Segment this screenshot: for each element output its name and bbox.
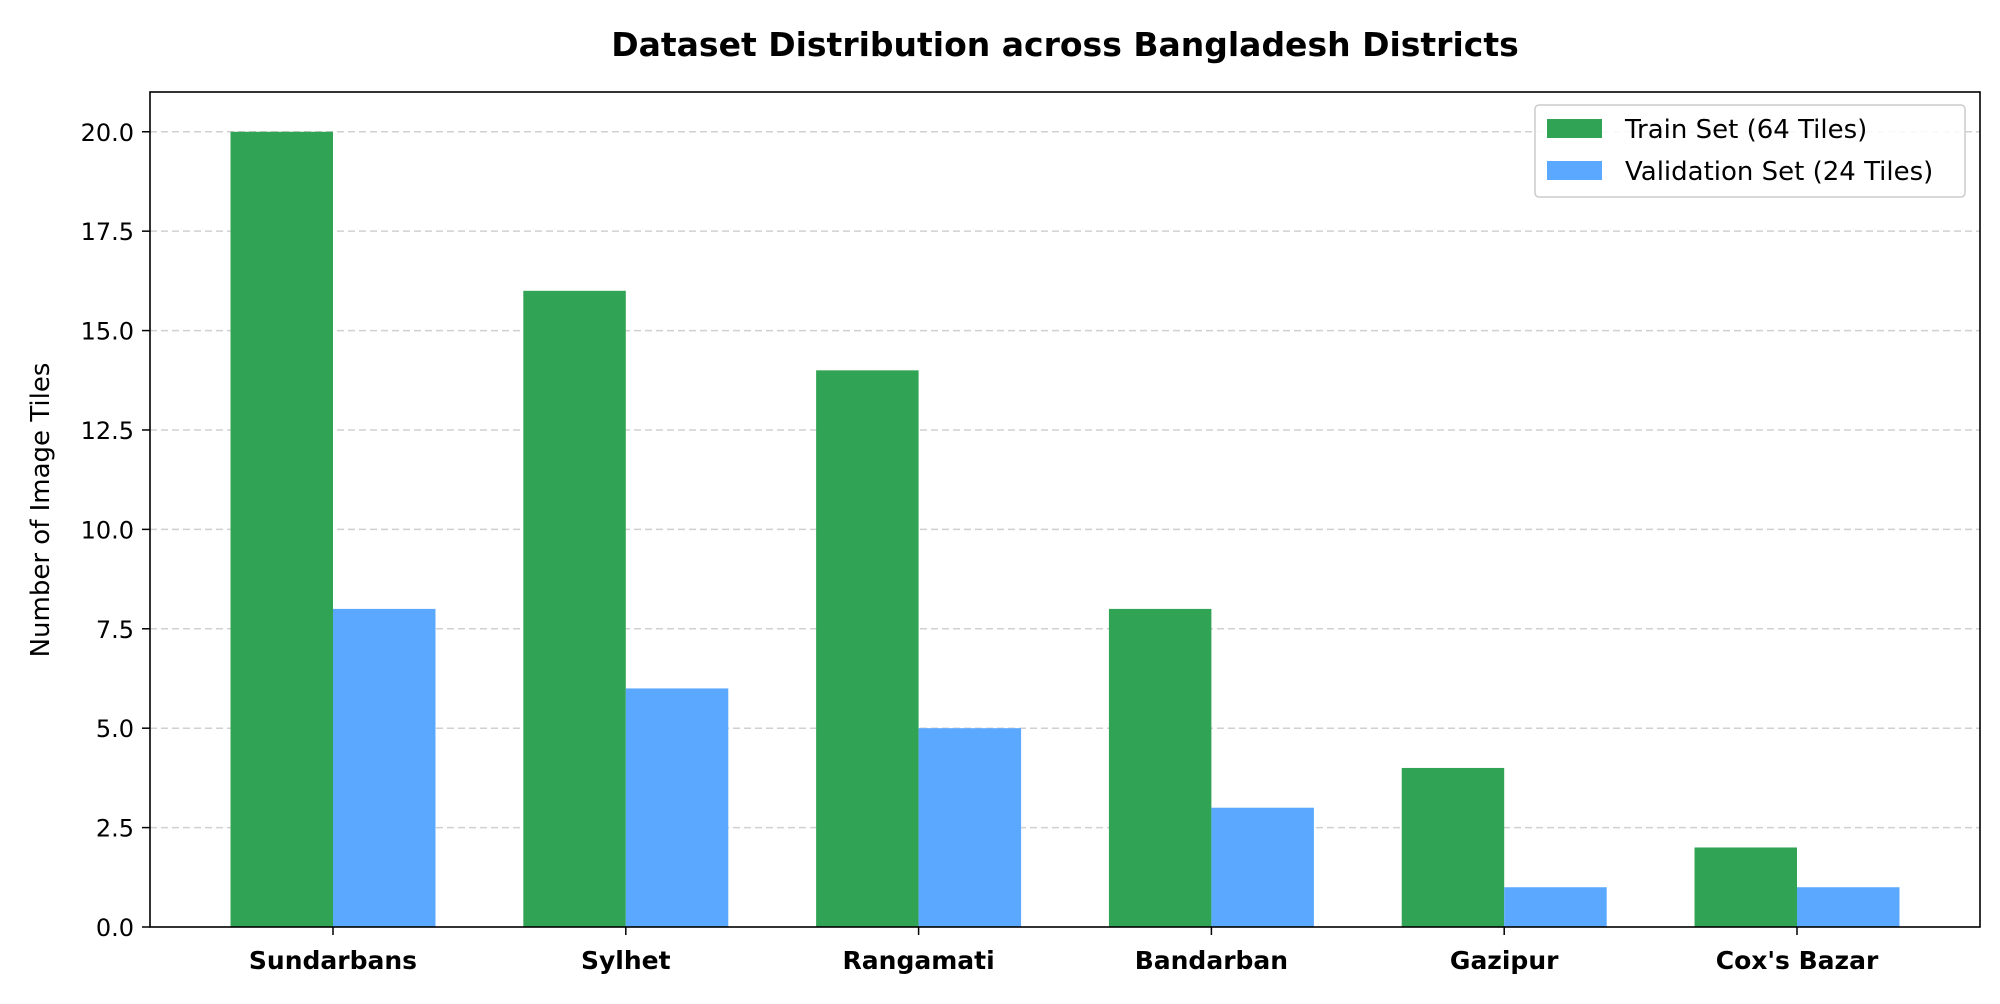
- legend-label-train: Train Set (64 Tiles): [1624, 115, 1867, 145]
- y-tick-label: 15.0: [81, 318, 134, 346]
- validation-bar-5: [1797, 887, 1900, 927]
- legend-swatch-validation: [1547, 161, 1602, 180]
- train-bar-1: [523, 290, 626, 927]
- legend-swatch-train: [1547, 119, 1602, 138]
- legend: Train Set (64 Tiles) Validation Set (24 …: [1534, 104, 1966, 198]
- y-tick-label: 5.0: [96, 715, 134, 743]
- y-tick-label: 20.0: [81, 119, 134, 147]
- train-bar-2: [816, 370, 919, 927]
- y-axis-label: Number of Image Tiles: [26, 363, 56, 658]
- train-bar-3: [1108, 608, 1212, 927]
- chart-title: Dataset Distribution across Bangladesh D…: [611, 25, 1519, 64]
- y-axis-ticks: 0.0 2.5 5.0 7.5 10.0 12.5 15.0 17.5 20.0: [81, 119, 150, 942]
- validation-bar-3: [1211, 807, 1314, 927]
- validation-bar-4: [1504, 887, 1607, 927]
- y-tick-label: 10.0: [81, 516, 134, 544]
- y-tick-label: 7.5: [96, 616, 134, 644]
- legend-label-validation: Validation Set (24 Tiles): [1625, 157, 1933, 187]
- x-tick-label: Sylhet: [581, 946, 671, 975]
- x-tick-label: Sundarbans: [249, 946, 417, 975]
- x-tick-label: Cox's Bazar: [1716, 946, 1879, 975]
- y-tick-label: 12.5: [81, 417, 134, 445]
- train-bar-5: [1694, 847, 1797, 927]
- validation-bar-1: [625, 688, 729, 927]
- plot-frame: [149, 91, 1981, 928]
- validation-bar-2: [918, 728, 1022, 927]
- validation-bar-0: [333, 608, 436, 927]
- x-tick-label: Gazipur: [1450, 946, 1559, 975]
- y-tick-label: 0.0: [96, 914, 134, 942]
- y-tick-label: 2.5: [96, 815, 134, 843]
- bars: [230, 131, 1900, 927]
- x-axis-ticks: Sundarbans Sylhet Rangamati Bandarban Gazipu…: [249, 927, 1879, 975]
- legend-frame: [1534, 104, 1966, 198]
- grid-lines: [150, 131, 1980, 829]
- y-tick-label: 17.5: [81, 218, 134, 246]
- x-tick-label: Rangamati: [843, 946, 995, 975]
- x-tick-label: Bandarban: [1135, 946, 1288, 975]
- train-bar-0: [230, 131, 333, 927]
- train-bar-4: [1401, 767, 1505, 927]
